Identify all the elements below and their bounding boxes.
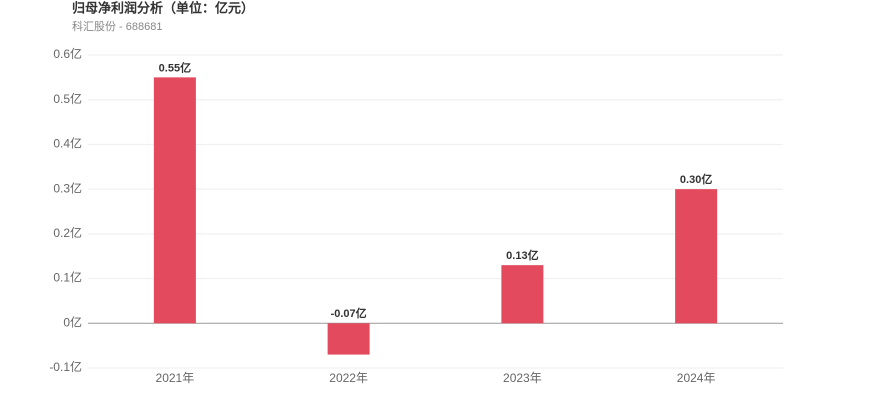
y-tick-label: 0.1亿 <box>53 270 82 285</box>
y-tick-label: 0.5亿 <box>53 91 82 106</box>
x-tick-label: 2024年 <box>677 371 716 385</box>
x-tick-label: 2023年 <box>503 371 542 385</box>
value-label: 0.55亿 <box>159 60 191 74</box>
value-label: 0.13亿 <box>506 248 538 262</box>
chart-title: 归母净利润分析（单位：亿元） <box>72 0 254 15</box>
y-tick-label: 0亿 <box>63 314 82 329</box>
x-tick-label: 2021年 <box>156 371 195 385</box>
bar <box>327 323 370 355</box>
chart-subtitle: 科汇股份 - 688681 <box>72 19 162 33</box>
value-label: -0.07亿 <box>331 306 367 320</box>
y-tick-label: 0.6亿 <box>53 46 82 61</box>
bar <box>675 189 718 324</box>
y-tick-label: 0.2亿 <box>53 225 82 240</box>
y-tick-label: 0.3亿 <box>53 180 82 195</box>
value-label: 0.30亿 <box>680 172 712 186</box>
y-tick-label: -0.1亿 <box>49 359 82 374</box>
x-tick-label: 2022年 <box>329 371 368 385</box>
bar <box>153 77 196 324</box>
bar <box>501 265 544 324</box>
y-tick-label: 0.4亿 <box>53 136 82 151</box>
